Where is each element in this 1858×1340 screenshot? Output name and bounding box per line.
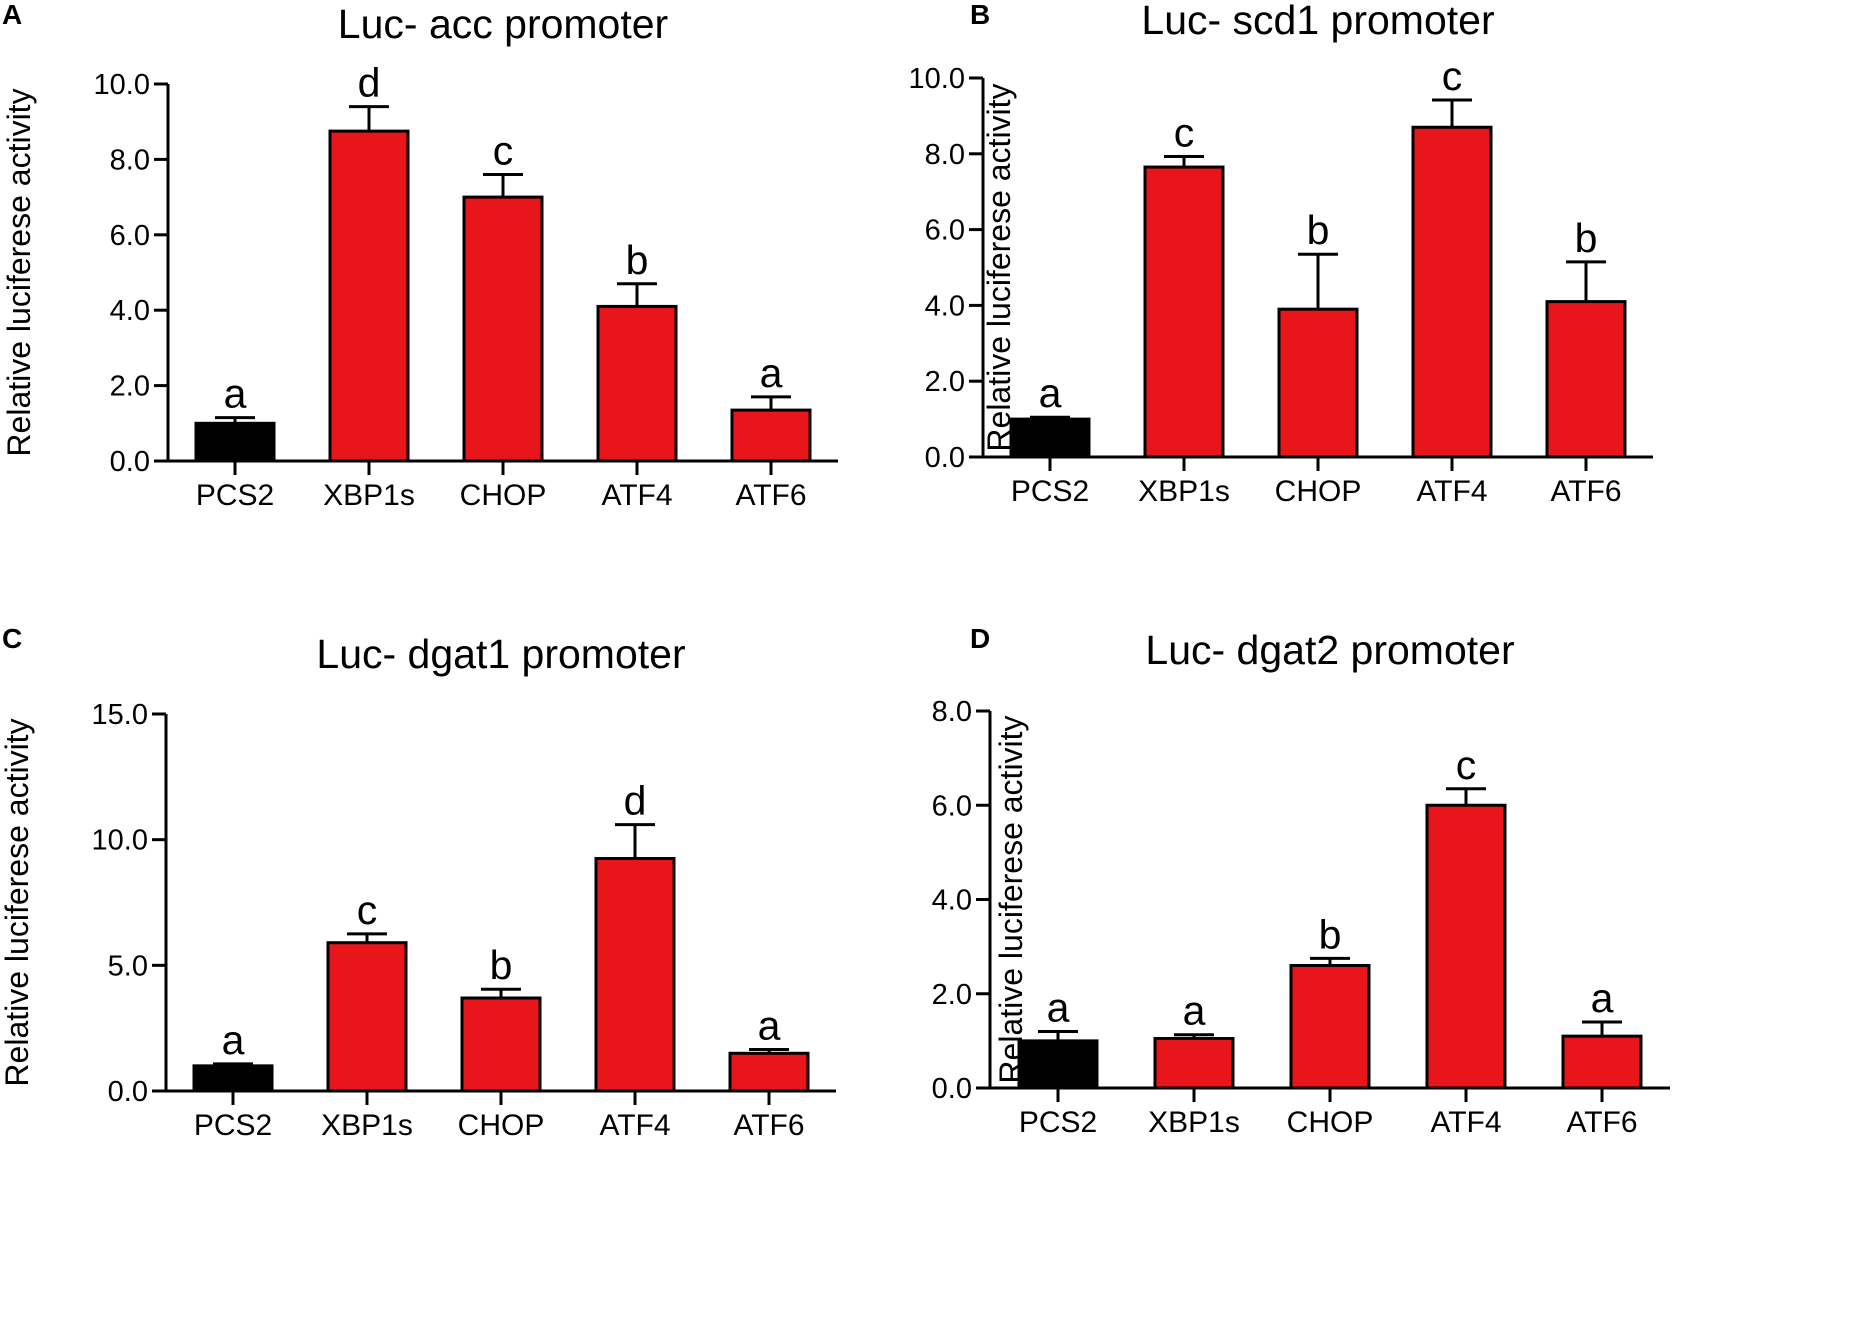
y-tick-label: 2.0 (925, 366, 965, 398)
y-axis-label: Relative luciferese activity (981, 83, 1017, 451)
chart-panel-b: B Luc- scd1 promoter Relative luciferese a… (909, 0, 1653, 508)
x-tick-label: CHOP (1287, 1106, 1374, 1139)
y-tick-label: 0.0 (108, 1076, 148, 1108)
significance-label: d (624, 778, 647, 824)
y-tick-label: 5.0 (108, 950, 148, 982)
significance-label: c (493, 127, 514, 173)
bar-atf4 (1425, 803, 1507, 1090)
x-tick-label: CHOP (460, 479, 547, 512)
x-tick-label: XBP1s (321, 1109, 413, 1142)
significance-label: c (1456, 742, 1477, 788)
y-tick-label: 10.0 (909, 63, 965, 95)
panel-letter: D (970, 623, 990, 654)
x-tick-label: XBP1s (1138, 475, 1230, 508)
y-tick-label: 0.0 (925, 442, 965, 474)
bar-pcs2 (192, 1064, 274, 1093)
significance-label: a (1039, 370, 1062, 416)
y-tick-label: 2.0 (110, 371, 150, 403)
bar-pcs2 (1017, 1039, 1099, 1090)
significance-label: a (222, 1017, 245, 1063)
y-tick-label: 8.0 (925, 139, 965, 171)
y-tick-label: 10.0 (94, 69, 150, 101)
significance-label: d (358, 60, 381, 106)
significance-label: b (1575, 215, 1598, 261)
y-tick-label: 0.0 (932, 1073, 972, 1105)
chart-title: Luc- scd1 promoter (1141, 0, 1494, 43)
bar-atf6 (728, 1051, 810, 1093)
panel-letter: B (970, 0, 990, 30)
chart-panel-c: C Luc- dgat1 promoter Relative luciferese … (0, 623, 836, 1142)
x-tick-label: PCS2 (194, 1109, 272, 1142)
significance-label: a (758, 1003, 781, 1049)
x-tick-label: ATF6 (1550, 475, 1621, 508)
significance-label: c (357, 887, 378, 933)
significance-label: b (490, 942, 513, 988)
y-tick-label: 10.0 (92, 825, 148, 857)
significance-label: b (1307, 207, 1330, 253)
chart-panel-d: D Luc- dgat2 promoter Relative luciferese … (932, 623, 1670, 1139)
significance-label: b (626, 237, 649, 283)
bar-atf6 (1545, 300, 1627, 459)
panel-letter: C (2, 623, 22, 654)
significance-label: b (1319, 911, 1342, 957)
significance-label: a (1183, 988, 1206, 1034)
y-tick-label: 4.0 (925, 290, 965, 322)
x-tick-label: CHOP (1275, 475, 1362, 508)
bar-pcs2 (1009, 417, 1091, 459)
y-tick-label: 4.0 (932, 885, 972, 917)
bar-chop (1277, 307, 1359, 459)
y-tick-label: 6.0 (110, 220, 150, 252)
bar-chop (460, 996, 542, 1093)
bar-atf4 (594, 857, 676, 1093)
chart-panel-a: A Luc- acc promoter Relative luciferese ac… (1, 0, 838, 512)
x-tick-label: PCS2 (196, 479, 274, 512)
y-tick-label: 4.0 (110, 295, 150, 327)
bar-atf6 (1561, 1034, 1643, 1090)
y-tick-label: 8.0 (110, 144, 150, 176)
bar-atf4 (596, 304, 678, 463)
chart-title: Luc- dgat1 promoter (316, 631, 685, 677)
chart-title: Luc- dgat2 promoter (1145, 627, 1514, 673)
x-tick-label: ATF4 (601, 479, 672, 512)
panel-letter: A (2, 0, 22, 30)
x-tick-label: PCS2 (1011, 475, 1089, 508)
x-tick-label: ATF4 (599, 1109, 670, 1142)
bar-xbp1s (1143, 165, 1225, 459)
significance-label: c (1174, 109, 1195, 155)
bar-xbp1s (1153, 1037, 1235, 1090)
x-tick-label: CHOP (458, 1109, 545, 1142)
x-tick-label: ATF4 (1416, 475, 1487, 508)
x-tick-label: ATF6 (733, 1109, 804, 1142)
significance-label: a (1591, 975, 1614, 1021)
chart-title: Luc- acc promoter (338, 1, 668, 47)
bar-chop (1289, 963, 1371, 1090)
y-tick-label: 6.0 (925, 215, 965, 247)
bar-atf4 (1411, 125, 1493, 459)
y-tick-label: 0.0 (110, 446, 150, 478)
x-tick-label: XBP1s (1148, 1106, 1240, 1139)
x-tick-label: XBP1s (323, 479, 415, 512)
bar-atf6 (730, 408, 812, 463)
y-tick-label: 15.0 (92, 699, 148, 731)
y-axis-label: Relative luciferese activity (0, 718, 35, 1086)
y-tick-label: 8.0 (932, 696, 972, 728)
y-tick-label: 6.0 (932, 790, 972, 822)
bar-xbp1s (326, 941, 408, 1093)
significance-label: c (1442, 53, 1463, 99)
x-tick-label: ATF4 (1430, 1106, 1501, 1139)
y-axis-label: Relative luciferese activity (993, 715, 1029, 1083)
bar-pcs2 (194, 421, 276, 463)
significance-label: a (1047, 984, 1070, 1030)
significance-label: a (760, 350, 783, 396)
significance-label: a (224, 371, 247, 417)
x-tick-label: ATF6 (735, 479, 806, 512)
y-axis-label: Relative luciferese activity (1, 88, 37, 456)
x-tick-label: PCS2 (1019, 1106, 1097, 1139)
x-tick-label: ATF6 (1566, 1106, 1637, 1139)
y-tick-label: 2.0 (932, 979, 972, 1011)
bar-chop (462, 195, 544, 463)
bar-xbp1s (328, 129, 410, 463)
